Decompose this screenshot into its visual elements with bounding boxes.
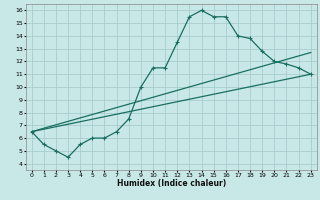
X-axis label: Humidex (Indice chaleur): Humidex (Indice chaleur) [116,179,226,188]
